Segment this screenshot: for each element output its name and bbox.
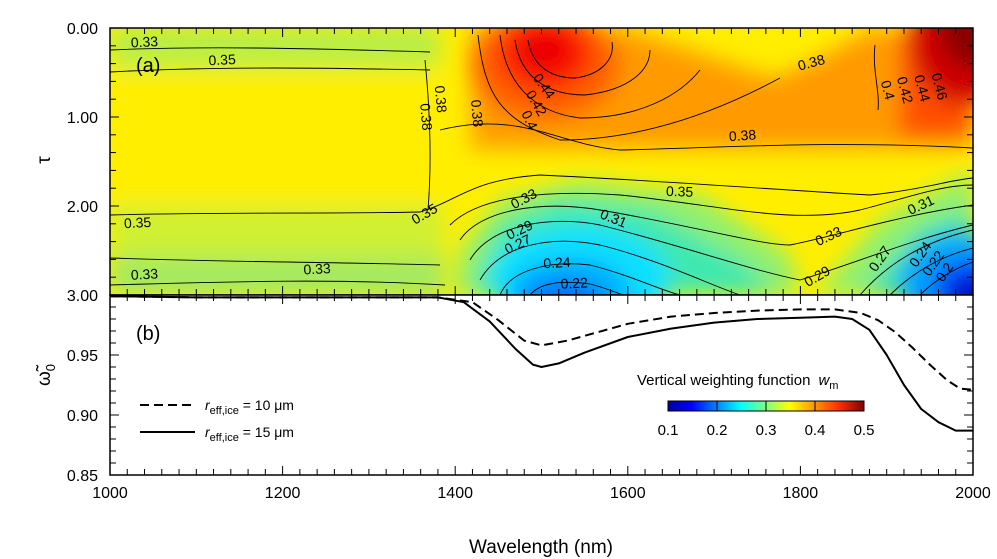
heatmap-fill: 0.330.350.380.38 0.380.440.420.40.380.40.… bbox=[110, 28, 973, 295]
contour-label: 0.35 bbox=[666, 183, 694, 200]
x-tick-label: 1600 bbox=[610, 485, 646, 502]
legend-label-10um: reff,ice = 10 μm bbox=[205, 397, 294, 417]
contour-label: 0.33 bbox=[303, 260, 331, 277]
contour-label: 0.46 bbox=[928, 71, 951, 102]
contour-label: 0.4 bbox=[518, 108, 541, 133]
panel-b-y-ticks: 0.85 0.90 0.95 bbox=[67, 294, 973, 485]
contour-label: 0.22 bbox=[560, 274, 588, 291]
contour-label: 0.33 bbox=[130, 265, 158, 282]
colorbar: Vertical weighting function wm 0.1 0.2 0.3 0… bbox=[637, 372, 874, 439]
series-line-solid bbox=[110, 295, 973, 432]
x-tick-label: 1400 bbox=[437, 485, 473, 502]
panel-b-x-ticks: 1000 1200 1400 1600 1800 2000 bbox=[92, 295, 991, 502]
contour-label: 0.38 bbox=[417, 103, 435, 132]
panel-b-frame bbox=[109, 294, 974, 476]
contour-label: 0.38 bbox=[432, 85, 450, 114]
colorbar-tick-label: 0.4 bbox=[805, 422, 826, 439]
x-tick-label: 1800 bbox=[783, 485, 819, 502]
y-tick-label: 0.85 bbox=[67, 468, 98, 485]
x-tick-label: 1000 bbox=[92, 485, 128, 502]
contour-labels: 0.330.350.380.38 0.380.440.420.40.380.40.… bbox=[124, 33, 957, 292]
panel-a-label: (a) bbox=[136, 55, 160, 77]
colorbar-tick-label: 0.3 bbox=[756, 422, 777, 439]
contour-label: 0.42 bbox=[894, 75, 917, 106]
panel-a-x-ticks bbox=[109, 28, 974, 295]
colorbar-ticks: 0.1 0.2 0.3 0.4 0.5 bbox=[658, 401, 875, 439]
contour-label: 0.38 bbox=[796, 51, 827, 74]
colorbar-tick-label: 0.1 bbox=[658, 422, 679, 439]
legend-label-15um: reff,ice = 15 μm bbox=[205, 424, 294, 444]
panel-a-contour-plot: 0.330.350.380.38 0.380.440.420.40.380.40.… bbox=[34, 21, 974, 305]
y-tick-label: 3.00 bbox=[67, 288, 98, 305]
contour-label: 0.35 bbox=[208, 51, 236, 68]
y-tick-label: 0.90 bbox=[67, 408, 98, 425]
panel-b-y-axis-label: ω̃0 bbox=[34, 364, 58, 386]
contour-label: 0.38 bbox=[728, 126, 757, 144]
x-tick-label: 1200 bbox=[265, 485, 301, 502]
y-tick-label: 1.00 bbox=[67, 110, 98, 127]
contour-label: 0.44 bbox=[911, 73, 934, 104]
y-tick-label: 0.95 bbox=[67, 348, 98, 365]
panel-a-y-ticks: 0.00 1.00 2.00 3.00 bbox=[67, 21, 973, 305]
contour-label: 0.33 bbox=[130, 33, 158, 50]
y-tick-label: 2.00 bbox=[67, 199, 98, 216]
colorbar-tick-label: 0.2 bbox=[707, 422, 728, 439]
panel-b-line-plot: 1000 1200 1400 1600 1800 2000 0.85 0.90 0.95 (b… bbox=[34, 294, 991, 502]
y-tick-label: 0.00 bbox=[67, 21, 98, 38]
contour-label: 0.35 bbox=[124, 214, 152, 231]
contour-label: 0.24 bbox=[543, 254, 571, 271]
colorbar-tick-label: 0.5 bbox=[854, 422, 875, 439]
x-tick-label: 2000 bbox=[955, 485, 991, 502]
contour-label: 0.4 bbox=[878, 78, 899, 101]
colorbar-title: Vertical weighting function wm bbox=[637, 372, 838, 392]
legend: reff,ice = 10 μm reff,ice = 15 μm bbox=[140, 397, 294, 444]
contour-label: 0.38 bbox=[468, 99, 486, 128]
panel-a-y-axis-label: τ bbox=[34, 156, 55, 164]
x-axis-label: Wavelength (nm) bbox=[469, 537, 613, 558]
panel-b-label: (b) bbox=[136, 323, 160, 345]
